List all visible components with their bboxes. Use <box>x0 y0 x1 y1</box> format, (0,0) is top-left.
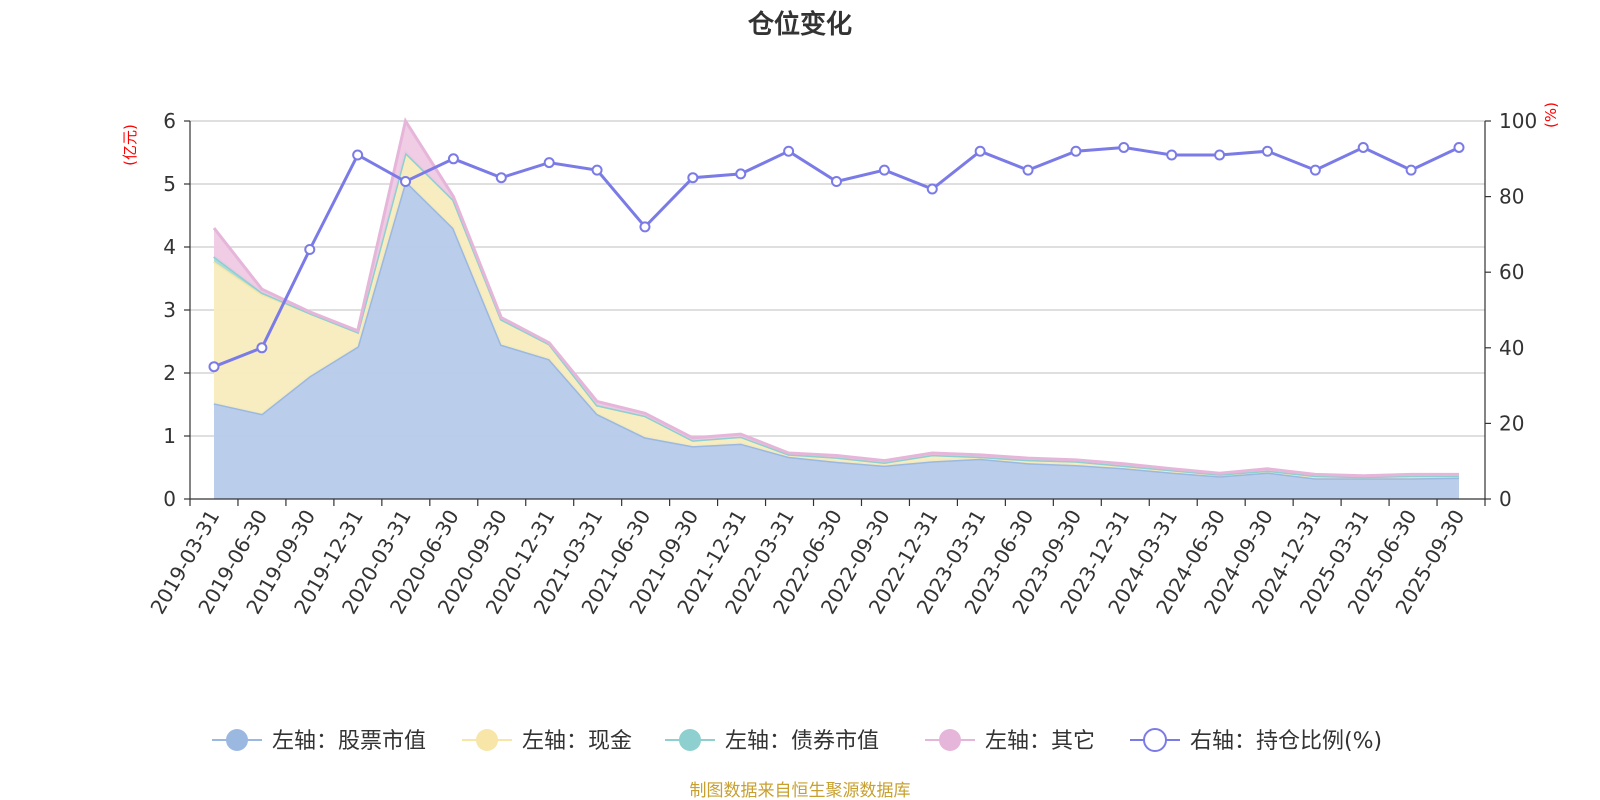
ratio-point <box>1453 141 1465 153</box>
legend-circle-icon <box>476 729 498 751</box>
left-axis-tick-label: 5 <box>163 172 176 196</box>
right-axis-tick-label: 20 <box>1499 411 1524 435</box>
legend-circle-icon <box>226 729 248 751</box>
legend: 左轴：股票市值 左轴：现金 左轴：债券市值 左轴：其它 右轴：持仓比例(%) <box>212 728 1382 754</box>
legend-item: 左轴：债券市值 <box>665 729 879 754</box>
legend-label: 左轴：现金 <box>522 729 632 754</box>
left-axis-tick-label: 0 <box>163 487 176 511</box>
ratio-point <box>447 153 459 165</box>
ratio-point <box>783 145 795 157</box>
right-axis-tick-label: 80 <box>1499 185 1524 209</box>
right-axis-tick-label: 0 <box>1499 487 1512 511</box>
ratio-point <box>1166 149 1178 161</box>
ratio-point <box>208 361 220 373</box>
legend-item: 左轴：现金 <box>462 729 632 754</box>
left-axis-tick-label: 4 <box>163 235 176 259</box>
ratio-point <box>1118 141 1130 153</box>
ratio-point <box>831 175 842 187</box>
left-axis-unit: (亿元) <box>121 124 139 166</box>
ratio-point <box>974 145 986 157</box>
area-edge-其它 <box>212 117 1459 478</box>
ratio-point <box>591 164 603 176</box>
legend-hollow-circle-icon <box>1143 728 1167 752</box>
legend-label: 左轴：债券市值 <box>725 729 879 754</box>
left-axis-tick-label: 3 <box>163 298 176 322</box>
position-ratio-line <box>208 141 1465 373</box>
left-axis-tick-label: 6 <box>163 109 176 133</box>
right-axis-tick-label: 100 <box>1499 109 1537 133</box>
data-source-note: 制图数据来自恒生聚源数据库 <box>690 781 911 800</box>
left-axis-tick-label: 2 <box>163 361 176 385</box>
legend-item: 右轴：持仓比例(%) <box>1130 728 1382 754</box>
ratio-point <box>1261 145 1273 157</box>
ratio-point <box>1022 164 1034 176</box>
area-股票市值 <box>214 180 1459 499</box>
ratio-point <box>878 164 890 176</box>
right-axis-unit: (%) <box>1542 102 1560 128</box>
ratio-point <box>495 172 507 184</box>
ratio-point <box>352 149 364 161</box>
right-axis-tick-label: 60 <box>1499 260 1524 284</box>
ratio-point <box>639 221 651 233</box>
ratio-point <box>1405 164 1417 176</box>
legend-label: 左轴：股票市值 <box>272 729 426 754</box>
legend-label: 左轴：其它 <box>985 729 1095 754</box>
legend-item: 左轴：其它 <box>925 729 1095 754</box>
ratio-point <box>1070 145 1082 157</box>
ratio-point <box>304 244 316 256</box>
left-axis-tick-label: 1 <box>163 424 176 448</box>
legend-circle-icon <box>939 729 961 751</box>
ratio-point <box>735 168 747 180</box>
ratio-point <box>256 342 268 354</box>
legend-label: 右轴：持仓比例(%) <box>1190 729 1382 754</box>
ratio-point <box>687 172 699 184</box>
ratio-point <box>926 183 938 195</box>
right-axis-tick-label: 40 <box>1499 336 1524 360</box>
legend-circle-icon <box>679 729 701 751</box>
ratio-point <box>1214 149 1226 161</box>
ratio-point <box>543 157 555 169</box>
chart-title: 仓位变化 <box>747 9 852 40</box>
legend-item: 左轴：股票市值 <box>212 729 426 754</box>
stacked-areas <box>212 117 1460 499</box>
ratio-point <box>1357 141 1369 153</box>
ratio-point <box>400 175 412 187</box>
ratio-point <box>1309 164 1321 176</box>
